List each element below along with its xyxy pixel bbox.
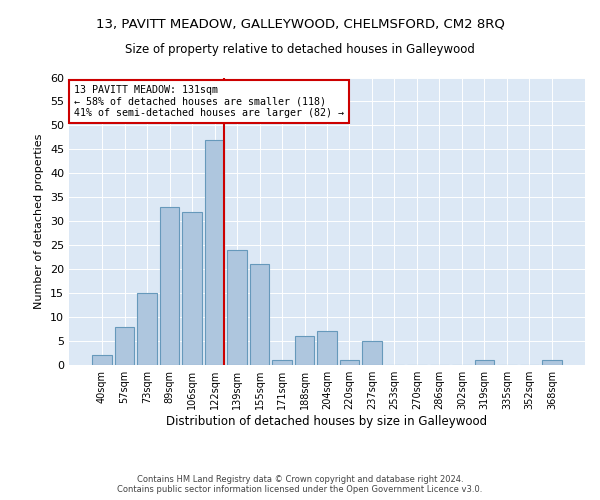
Bar: [227, 250, 247, 365]
Text: Size of property relative to detached houses in Galleywood: Size of property relative to detached ho…: [125, 42, 475, 56]
Bar: [475, 360, 494, 365]
Bar: [295, 336, 314, 365]
Bar: [115, 326, 134, 365]
Bar: [542, 360, 562, 365]
Text: 13 PAVITT MEADOW: 131sqm
← 58% of detached houses are smaller (118)
41% of semi-: 13 PAVITT MEADOW: 131sqm ← 58% of detach…: [74, 84, 344, 118]
Text: Contains HM Land Registry data © Crown copyright and database right 2024.
Contai: Contains HM Land Registry data © Crown c…: [118, 474, 482, 494]
Bar: [160, 207, 179, 365]
X-axis label: Distribution of detached houses by size in Galleywood: Distribution of detached houses by size …: [166, 415, 488, 428]
Bar: [92, 356, 112, 365]
Bar: [250, 264, 269, 365]
Y-axis label: Number of detached properties: Number of detached properties: [34, 134, 44, 309]
Bar: [317, 332, 337, 365]
Bar: [182, 212, 202, 365]
Bar: [362, 341, 382, 365]
Bar: [272, 360, 292, 365]
Bar: [205, 140, 224, 365]
Bar: [137, 293, 157, 365]
Bar: [340, 360, 359, 365]
Text: 13, PAVITT MEADOW, GALLEYWOOD, CHELMSFORD, CM2 8RQ: 13, PAVITT MEADOW, GALLEYWOOD, CHELMSFOR…: [95, 18, 505, 30]
